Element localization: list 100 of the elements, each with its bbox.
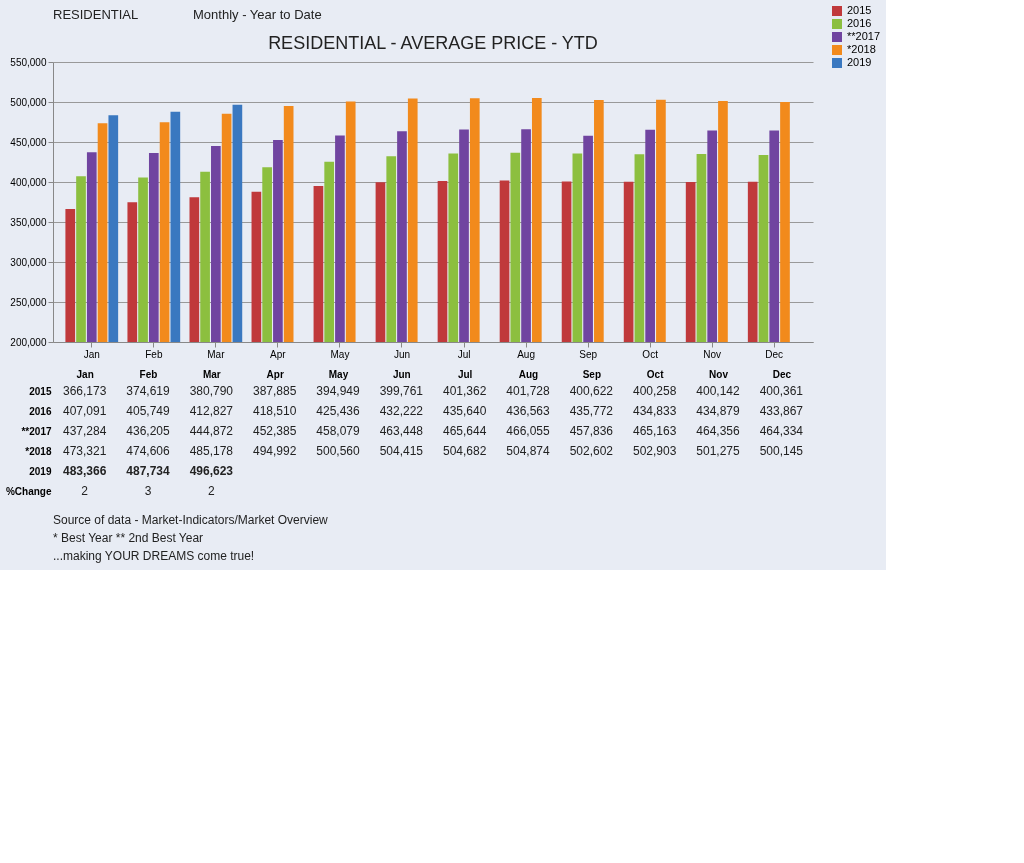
data-label: 457,836: [569, 424, 614, 438]
x-tick-label: Jun: [393, 348, 411, 360]
data-label: 405,749: [126, 404, 171, 418]
x-tick-label: Nov: [703, 348, 722, 360]
text: **2017: [21, 425, 52, 437]
data-label: 504,874: [506, 444, 551, 458]
category-label: Feb: [139, 368, 158, 380]
legend-label: *2018: [847, 43, 876, 55]
data-label: 464,334: [759, 424, 804, 438]
data-label: 401,728: [506, 384, 551, 398]
x-tick-label: Feb: [145, 348, 163, 360]
chart-title: RESIDENTIAL - AVERAGE PRICE - YTD: [268, 33, 598, 53]
data-label: 387,885: [252, 384, 297, 398]
text: 3: [144, 484, 152, 498]
data-label: 494,992: [252, 444, 297, 458]
x-tick-label: Apr: [270, 348, 287, 360]
x-tick-label: Jan: [83, 348, 100, 360]
data-label: 432,222: [379, 404, 424, 418]
data-label: 394,949: [316, 384, 361, 398]
text: 2: [81, 484, 89, 498]
data-label: 504,415: [379, 444, 424, 458]
data-label: 401,362: [442, 384, 487, 398]
text: *2018: [25, 445, 52, 457]
data-label: 434,879: [696, 404, 741, 418]
data-label: 487,734: [126, 464, 171, 478]
data-label: 474,606: [126, 444, 171, 458]
category-label: Sep: [582, 368, 602, 380]
y-tick-label: 200,000: [10, 336, 47, 348]
text: RESIDENTIAL: [53, 7, 139, 22]
data-label: 458,079: [316, 424, 361, 438]
chart-subtitle: Monthly - Year to Date: [193, 7, 322, 22]
data-label: 504,682: [442, 444, 487, 458]
y-tick-label: 500,000: [10, 96, 47, 108]
text: ...making YOUR DREAMS come true!: [53, 549, 255, 563]
data-label: 374,619: [126, 384, 171, 398]
text: 2019: [29, 465, 52, 477]
category-label: Nov: [709, 368, 728, 380]
data-label: 435,640: [442, 404, 487, 418]
category-label: Oct: [646, 368, 664, 380]
x-tick-label: Mar: [207, 348, 226, 360]
data-label: 463,448: [379, 424, 424, 438]
legend-label: 2019: [847, 56, 872, 68]
data-label: 500,145: [759, 444, 804, 458]
legend-label: 2016: [847, 17, 872, 29]
text: %Change: [5, 485, 52, 497]
data-label: 437,284: [62, 424, 107, 438]
y-tick-label: 450,000: [10, 136, 47, 148]
data-label: 501,275: [696, 444, 741, 458]
data-label: 433,867: [759, 404, 804, 418]
data-label: 400,622: [569, 384, 614, 398]
data-label: 436,563: [506, 404, 551, 418]
text: 2: [207, 484, 215, 498]
legend-label: 2015: [847, 4, 872, 16]
data-label: 464,356: [696, 424, 741, 438]
y-tick-label: 350,000: [10, 216, 47, 228]
category-label: Jan: [76, 368, 94, 380]
data-label: 366,173: [62, 384, 107, 398]
x-tick-label: Jul: [457, 348, 471, 360]
data-label: 435,772: [569, 404, 614, 418]
data-label: 400,361: [759, 384, 804, 398]
data-label: 502,602: [569, 444, 614, 458]
data-label: 436,205: [126, 424, 171, 438]
y-tick-label: 550,000: [10, 56, 47, 68]
category-label: Mar: [202, 368, 221, 380]
category-label: Apr: [266, 368, 284, 380]
data-label: 434,833: [632, 404, 677, 418]
category-label: Jul: [457, 368, 473, 380]
source-note: Source of data - Market-Indicators/Market Overview: [53, 513, 329, 527]
data-label: 500,560: [316, 444, 361, 458]
y-tick-label: 400,000: [10, 176, 47, 188]
text: 2016: [29, 405, 52, 417]
data-label: 400,258: [632, 384, 677, 398]
data-label: 399,761: [379, 384, 424, 398]
x-tick-label: Oct: [642, 348, 659, 360]
category-label: Aug: [518, 368, 539, 380]
y-tick-label: 300,000: [10, 256, 47, 268]
category-label: Jun: [392, 368, 411, 380]
data-label: 465,163: [632, 424, 677, 438]
text: 2015: [29, 385, 52, 397]
x-tick-label: Sep: [579, 348, 598, 360]
data-label: 502,903: [632, 444, 677, 458]
category-label: May: [328, 368, 349, 380]
category-label: Dec: [772, 368, 792, 380]
data-label: 425,436: [316, 404, 361, 418]
data-label: 400,142: [696, 384, 741, 398]
data-label: 444,872: [189, 424, 234, 438]
y-tick-label: 250,000: [10, 296, 47, 308]
data-label: 496,623: [189, 464, 234, 478]
data-label: 483,366: [62, 464, 107, 478]
data-label: 407,091: [62, 404, 107, 418]
legend-label: **2017: [847, 30, 881, 42]
text: * Best Year ** 2nd Best Year: [53, 531, 204, 545]
data-label: 485,178: [189, 444, 234, 458]
data-label: 412,827: [189, 404, 234, 418]
data-label: 473,321: [62, 444, 107, 458]
x-tick-label: Aug: [517, 348, 535, 360]
data-label: 380,790: [189, 384, 234, 398]
x-tick-label: Dec: [765, 348, 784, 360]
data-label: 452,385: [252, 424, 297, 438]
data-label: 418,510: [252, 404, 297, 418]
